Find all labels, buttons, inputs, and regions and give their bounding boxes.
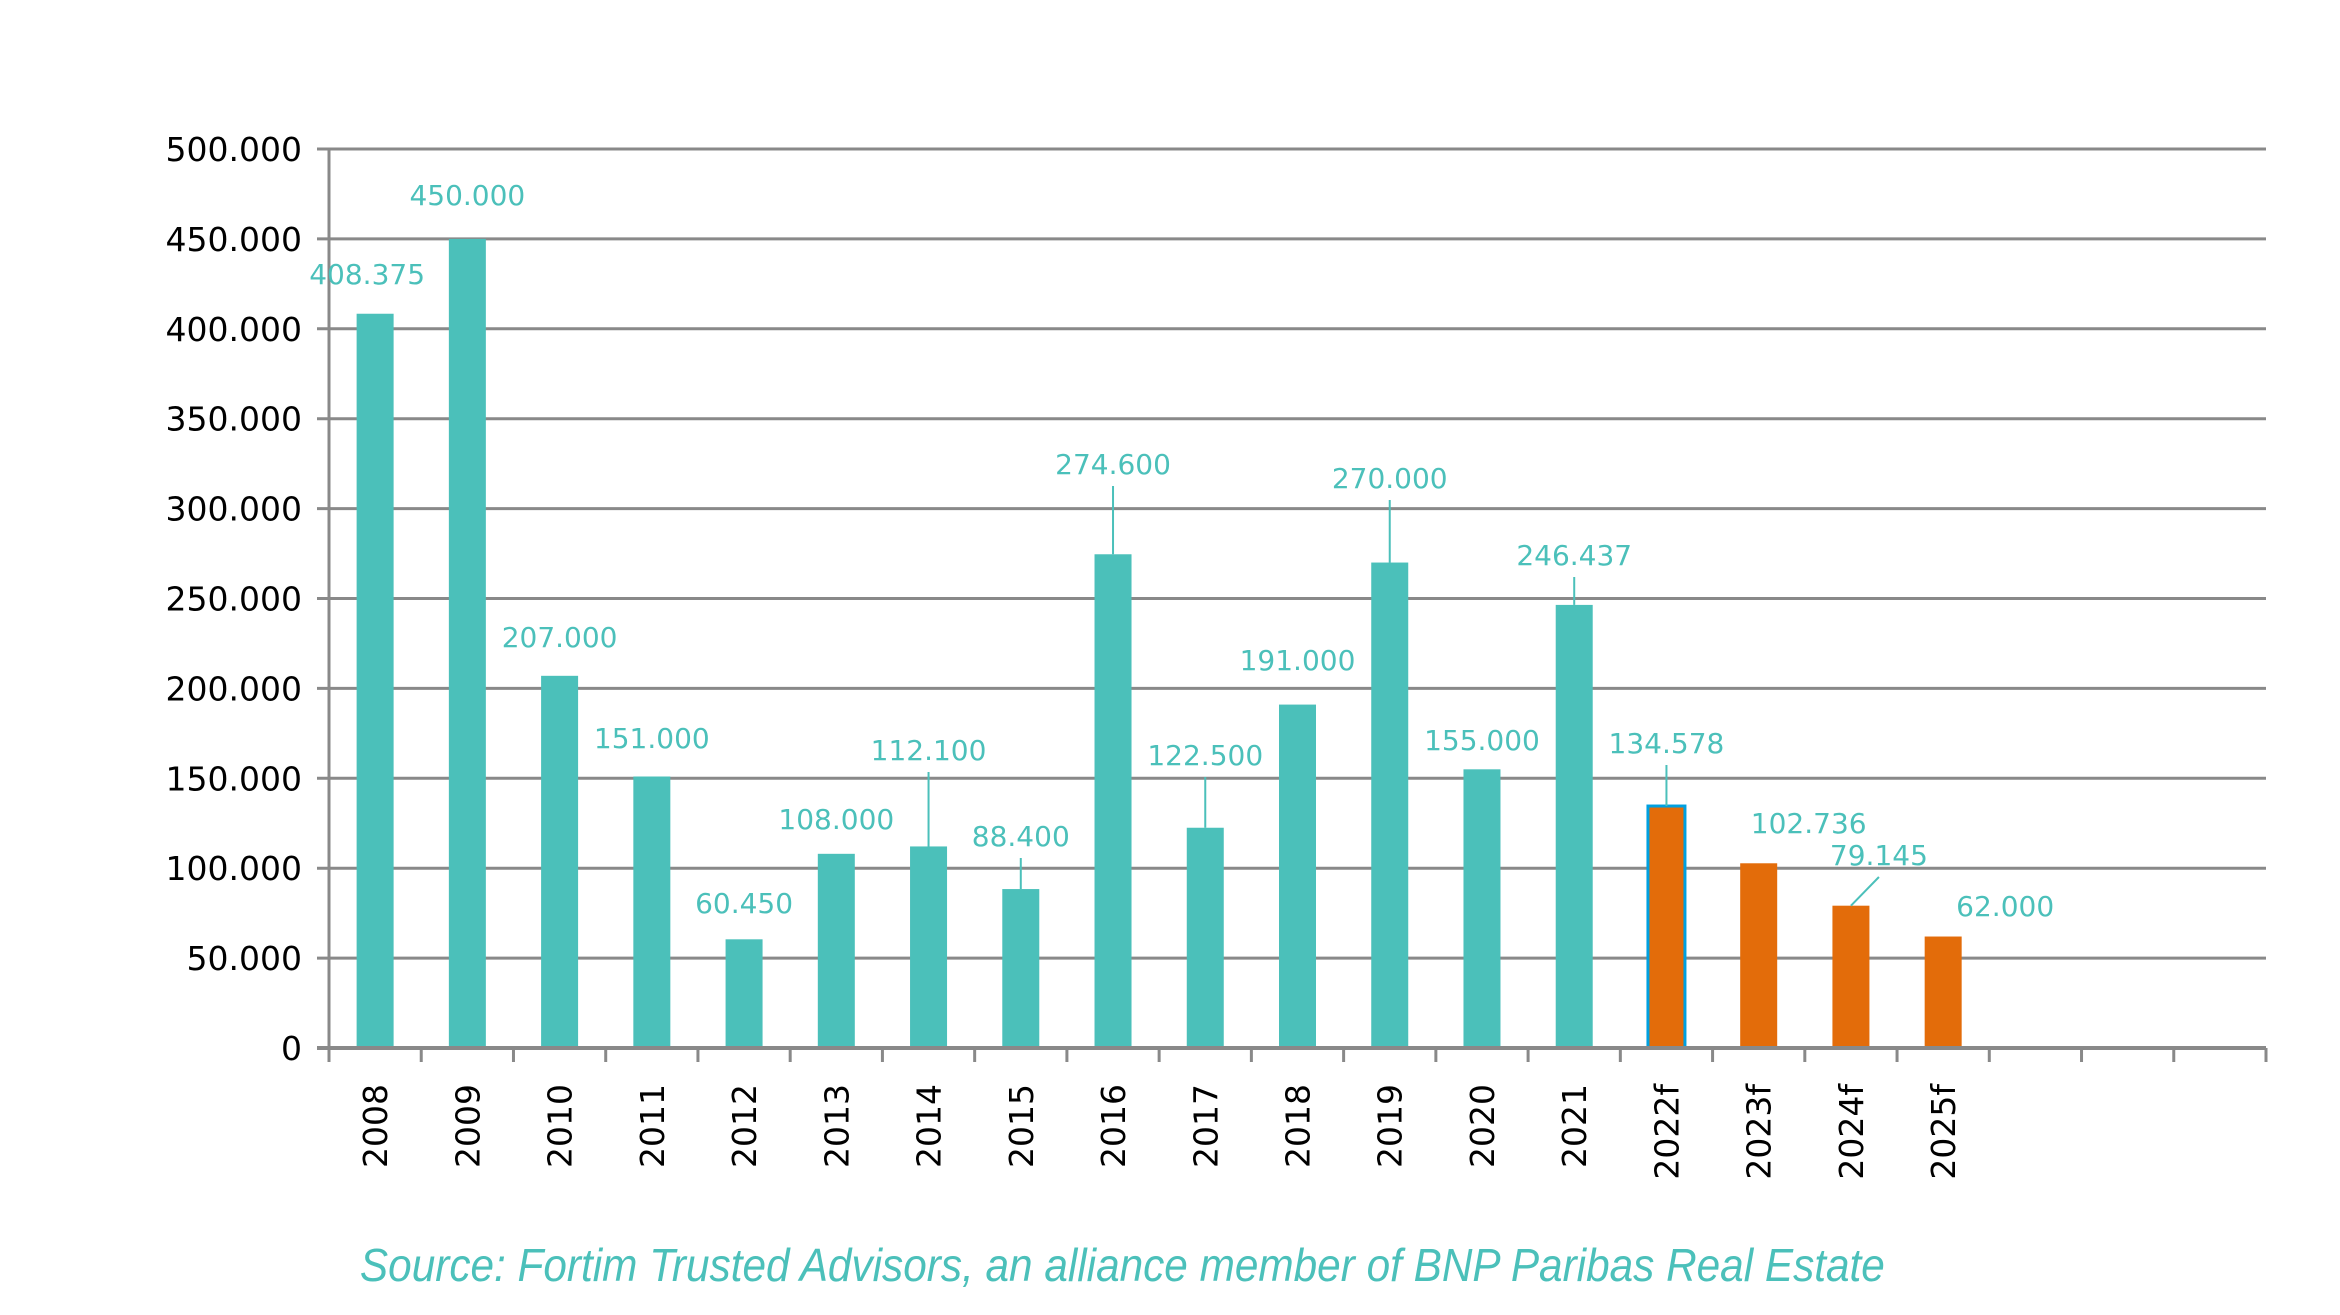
bar-2024f xyxy=(1832,905,1870,1048)
y-tick-label: 500.000 xyxy=(166,130,302,169)
data-label: 270.000 xyxy=(1332,462,1448,495)
bar-2012 xyxy=(725,939,763,1048)
x-tick-label: 2009 xyxy=(448,1084,487,1168)
x-tick-label: 2022f xyxy=(1647,1083,1686,1180)
bar-2011 xyxy=(633,776,671,1048)
y-tick-label: 0 xyxy=(281,1029,302,1068)
y-tick-label: 150.000 xyxy=(166,759,302,798)
source-note: Source: Fortim Trusted Advisors, an alli… xyxy=(359,1239,1885,1291)
data-label: 60.450 xyxy=(695,887,793,920)
bar-2008 xyxy=(356,313,394,1048)
x-tick-label: 2021 xyxy=(1555,1084,1594,1168)
x-tick-label: 2015 xyxy=(1002,1084,1041,1168)
x-tick-label: 2020 xyxy=(1463,1084,1502,1168)
data-label: 122.500 xyxy=(1147,739,1263,772)
x-tick-label: 2024f xyxy=(1832,1083,1871,1180)
x-tick-label: 2025f xyxy=(1924,1083,1963,1180)
data-label: 134.578 xyxy=(1609,727,1725,760)
y-tick-label: 300.000 xyxy=(166,490,302,529)
bar-2019 xyxy=(1371,562,1409,1048)
bar-2009 xyxy=(448,238,486,1048)
y-tick-labels: 0 50.000 100.000 150.000 200.000 250.000 300.0… xyxy=(166,130,302,1068)
x-tick-label: 2017 xyxy=(1186,1084,1225,1168)
data-label: 88.400 xyxy=(972,820,1070,853)
data-label: 102.736 xyxy=(1751,807,1867,840)
x-tick-label: 2011 xyxy=(633,1084,672,1168)
x-tick-label: 2010 xyxy=(541,1084,580,1168)
x-tick-label: 2008 xyxy=(356,1084,395,1168)
bar-2015 xyxy=(1002,889,1040,1048)
y-tick-label: 350.000 xyxy=(166,400,302,439)
x-tick-label: 2014 xyxy=(910,1084,949,1168)
y-tick-label: 400.000 xyxy=(166,310,302,349)
bar-2016 xyxy=(1094,554,1132,1048)
bars xyxy=(356,238,1962,1050)
data-label: 79.145 xyxy=(1830,839,1928,872)
data-label: 408.375 xyxy=(309,258,425,291)
x-tick-labels: 2008 2009 2010 2011 2012 2013 2014 2015 2016 2017… xyxy=(356,1083,1963,1180)
y-tick-label: 250.000 xyxy=(166,580,302,619)
bar-2017 xyxy=(1186,827,1224,1048)
data-label: 246.437 xyxy=(1516,539,1632,572)
y-tick-label: 100.000 xyxy=(166,849,302,888)
leader-line xyxy=(1850,876,1880,907)
x-tick-label: 2018 xyxy=(1279,1084,1318,1168)
bar-2013 xyxy=(817,853,855,1048)
data-label: 191.000 xyxy=(1240,644,1356,677)
bar-2010 xyxy=(541,675,579,1048)
data-label: 207.000 xyxy=(502,621,618,654)
x-tick-label: 2023f xyxy=(1740,1083,1779,1180)
axes xyxy=(317,149,2268,1062)
bar-2018 xyxy=(1279,704,1316,1048)
x-tick-label: 2016 xyxy=(1094,1084,1133,1168)
data-label: 450.000 xyxy=(409,179,525,212)
data-label: 108.000 xyxy=(778,803,894,836)
x-tick-label: 2013 xyxy=(817,1084,856,1168)
data-labels: 408.375 450.000 207.000 151.000 60.450 108.00… xyxy=(309,179,2054,923)
bar-2023f xyxy=(1740,863,1778,1048)
data-label: 62.000 xyxy=(1956,890,2054,923)
x-tick-label: 2019 xyxy=(1371,1084,1410,1168)
y-tick-label: 200.000 xyxy=(166,669,302,708)
data-label: 155.000 xyxy=(1424,724,1540,757)
y-tick-label: 450.000 xyxy=(166,220,302,259)
bar-2014 xyxy=(910,846,948,1048)
data-label: 112.100 xyxy=(871,734,987,767)
bar-2025f xyxy=(1924,936,1962,1048)
bar-2020 xyxy=(1463,769,1501,1048)
data-label: 274.600 xyxy=(1055,448,1171,481)
bar-2021 xyxy=(1555,604,1593,1048)
y-tick-label: 50.000 xyxy=(187,939,302,978)
data-label: 151.000 xyxy=(594,722,710,755)
bar-2022f xyxy=(1646,804,1687,1050)
x-tick-label: 2012 xyxy=(725,1084,764,1168)
